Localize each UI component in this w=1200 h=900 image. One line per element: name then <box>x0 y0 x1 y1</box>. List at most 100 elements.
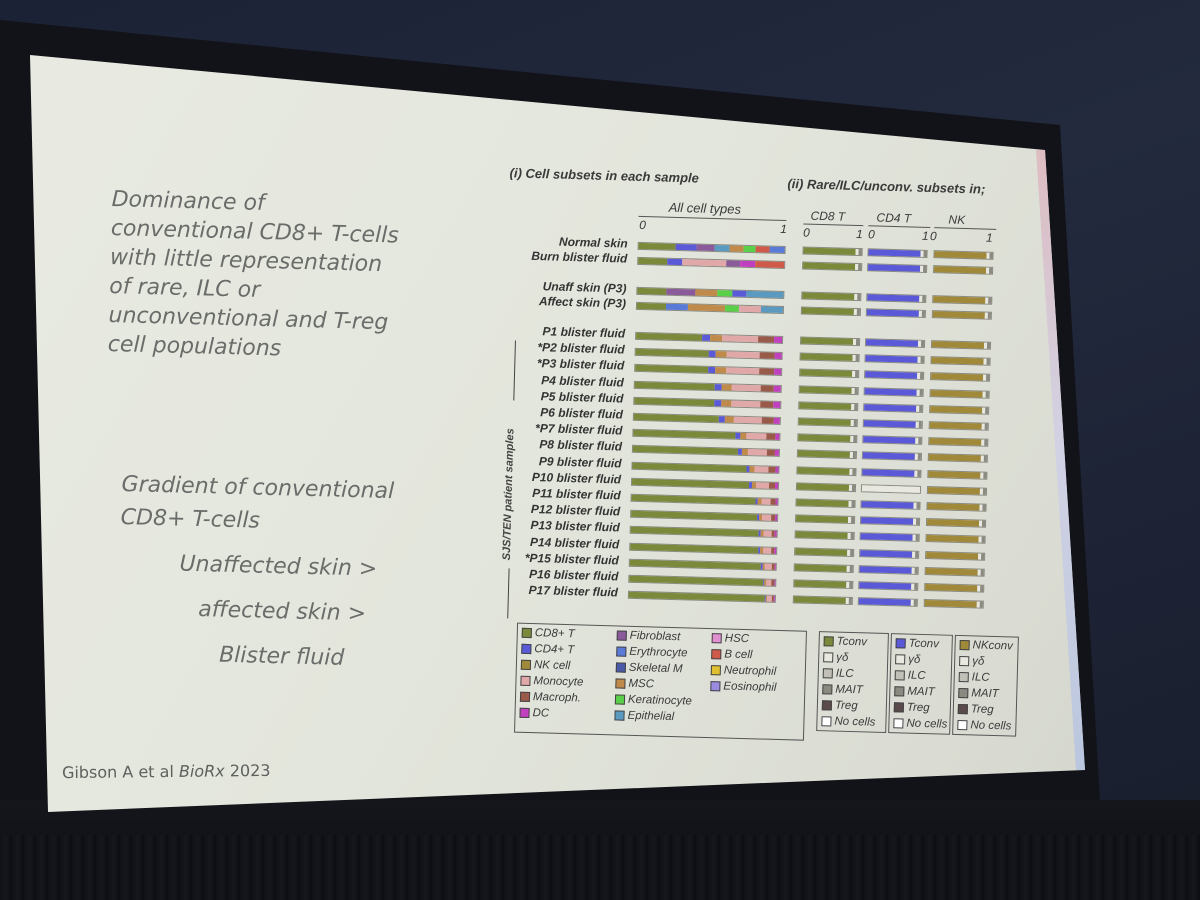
bar-segment <box>774 579 776 586</box>
axis-zero: 0 <box>639 217 647 233</box>
bar-segment <box>857 294 861 301</box>
bar-segment <box>925 567 978 576</box>
legend-swatch <box>711 649 722 660</box>
nk-subset-bar <box>933 265 994 275</box>
bar-segment <box>921 340 925 347</box>
citation-author: Gibson A et al <box>61 761 180 783</box>
bar-segment <box>696 244 715 252</box>
bar-segment <box>918 421 922 428</box>
gradient-step-blister: Blister fluid <box>218 642 345 671</box>
bar-segment <box>797 467 850 475</box>
bar-segment <box>774 482 779 489</box>
nk-subset-bar <box>926 502 987 512</box>
legend-cd8: Tconv γδ ILC MAIT Treg No cells <box>816 631 889 734</box>
bar-segment <box>914 567 918 574</box>
nk-subset-bar <box>933 250 994 260</box>
legend-label: MAIT <box>971 687 999 701</box>
bar-segment <box>928 470 981 479</box>
bar-segment <box>740 260 756 268</box>
bar-segment <box>795 547 848 556</box>
legend-item: Fibroblast <box>616 629 681 644</box>
nk-subset-bar <box>929 404 990 415</box>
bar-segment <box>855 371 859 378</box>
bar-segment <box>774 433 780 441</box>
cd4-subset-bar <box>865 308 926 318</box>
bar-segment <box>849 581 853 588</box>
legend-item: CD8+ T <box>521 627 575 640</box>
bar-segment <box>775 466 779 473</box>
legend-swatch <box>893 718 904 729</box>
bar-segment <box>630 543 759 553</box>
nk-subset-bar <box>925 518 987 528</box>
legend-swatch <box>821 716 832 727</box>
nk-subset-bar <box>928 437 989 447</box>
bar-segment <box>799 402 852 410</box>
cd8-header: CD8 T <box>810 208 846 224</box>
bar-segment <box>629 575 764 586</box>
bar-segment <box>988 297 992 304</box>
bar-segment <box>773 596 775 603</box>
bar-segment <box>632 446 739 456</box>
legend-item: MAIT <box>894 685 935 698</box>
legend-item: Monocyte <box>520 675 583 689</box>
legend-label: ILC <box>971 671 990 684</box>
bar-segment <box>921 310 925 317</box>
legend-swatch <box>521 627 532 639</box>
legend-swatch <box>616 630 627 641</box>
legend-item: Eosinophil <box>710 680 777 694</box>
bar-segment <box>725 260 741 267</box>
cd8-subset-bar <box>794 530 855 541</box>
bar-segment <box>983 472 987 479</box>
bar-segment <box>934 266 987 274</box>
bar-segment <box>923 265 927 272</box>
bar-segment <box>726 351 760 359</box>
bar-patient <box>631 461 780 474</box>
legend-label: Treg <box>906 701 930 715</box>
bar-segment <box>759 352 775 359</box>
bar-segment <box>854 403 858 410</box>
bar-segment <box>851 500 855 508</box>
legend-swatch <box>958 672 969 683</box>
bar-segment <box>743 245 756 253</box>
bar-burn-blister <box>637 256 786 270</box>
bar-segment <box>794 580 847 588</box>
bar-segment <box>926 551 979 560</box>
bar-segment <box>987 342 991 349</box>
bar-segment <box>638 242 676 250</box>
bar-segment <box>635 365 709 374</box>
cd8-subset-bar <box>799 368 860 379</box>
nk-subset-bar <box>930 372 991 383</box>
cd8-subset-bar <box>798 385 859 395</box>
bar-segment <box>927 486 981 495</box>
cd8-subset-bar <box>793 563 854 573</box>
nk-header: NK <box>948 212 966 228</box>
bar-segment <box>913 599 917 606</box>
cd4-subset-bar <box>861 451 922 462</box>
bar-segment <box>754 465 769 473</box>
bar-segment <box>980 569 984 576</box>
legend-label: No cells <box>906 717 948 731</box>
bar-segment <box>774 531 777 538</box>
bar-segment <box>917 454 921 461</box>
bar-segment <box>796 515 849 524</box>
bar-segment <box>861 485 921 493</box>
bar-segment <box>858 249 862 256</box>
cd8-axis-zero: 0 <box>802 225 810 240</box>
bar-patient <box>627 590 776 604</box>
legend-swatch <box>614 694 626 705</box>
legend-item: No cells <box>957 719 1011 732</box>
gradient-step-affected: affected skin > <box>197 597 367 627</box>
bar-segment <box>868 249 921 257</box>
bar-segment <box>985 391 989 398</box>
bar-patient <box>633 396 782 409</box>
bar-segment <box>799 386 852 394</box>
legend-item: Neutrophil <box>710 664 776 678</box>
bar-segment <box>800 337 854 345</box>
bar-segment <box>855 355 859 362</box>
legend-item: ILC <box>958 671 990 684</box>
bar-patient <box>630 509 779 523</box>
gradient-block: Gradient of conventional CD8+ T-cells Un… <box>117 468 442 677</box>
legend-label: Fibroblast <box>629 629 681 644</box>
legend-item: Keratinocyte <box>614 693 692 708</box>
bar-segment <box>803 262 856 270</box>
